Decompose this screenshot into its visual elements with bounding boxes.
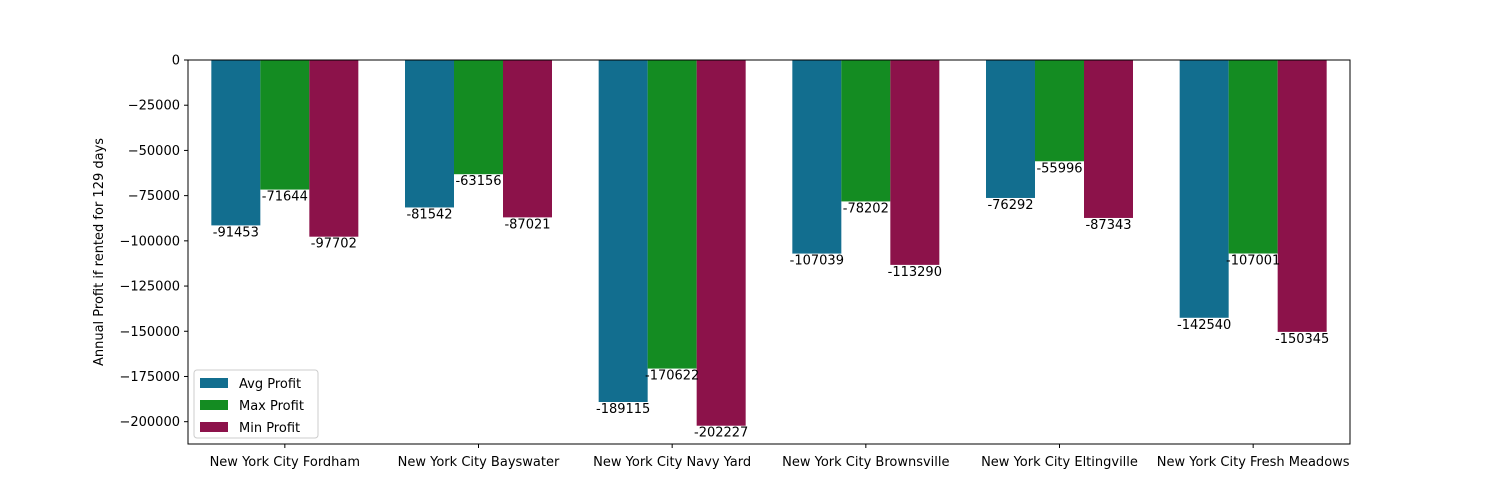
y-tick-label: 0: [172, 54, 180, 69]
bar: [309, 60, 359, 237]
legend-swatch: [200, 400, 228, 410]
data-label: -107001: [1226, 254, 1280, 269]
bar: [1228, 60, 1278, 254]
y-tick-label: −25000: [128, 99, 180, 114]
data-label: -87343: [1085, 218, 1131, 233]
data-label: -87021: [504, 217, 550, 232]
legend-label: Avg Profit: [239, 377, 301, 392]
data-label: -55996: [1036, 161, 1082, 176]
axes-frame: [187, 59, 1351, 445]
bar: [260, 60, 310, 190]
data-label: -81542: [406, 207, 452, 222]
data-label: -107039: [790, 254, 844, 269]
data-label: -113290: [888, 265, 942, 280]
x-tick-label: New York City Eltingville: [981, 455, 1138, 470]
data-label: -63156: [455, 174, 501, 189]
x-tick-label: New York City Fresh Meadows: [1157, 455, 1350, 470]
y-tick-label: −75000: [128, 189, 180, 204]
bar: [841, 60, 891, 202]
x-tick-label: New York City Navy Yard: [593, 455, 751, 470]
data-label: -202227: [694, 426, 748, 441]
x-tick-label: New York City Brownsville: [782, 455, 949, 470]
data-label: -76292: [987, 198, 1033, 213]
x-axis: New York City Fordham New York City Baysw…: [210, 444, 1350, 470]
legend-label: Min Profit: [239, 421, 300, 436]
y-tick-label: −150000: [119, 325, 180, 340]
legend-swatch: [200, 378, 228, 388]
data-label: -71644: [262, 190, 308, 205]
data-label: -91453: [213, 225, 259, 240]
bar: [1084, 60, 1133, 218]
data-label: -150345: [1275, 332, 1329, 347]
bar: [454, 60, 503, 175]
legend: Avg Profit Max Profit Min Profit: [193, 369, 319, 439]
y-tick-label: −100000: [119, 234, 180, 249]
y-tick-label: −175000: [119, 370, 180, 385]
bar: [647, 60, 697, 369]
data-label: -97702: [311, 237, 357, 252]
x-tick-label: New York City Bayswater: [398, 455, 560, 470]
bar: [696, 60, 746, 426]
bar: [890, 60, 940, 265]
legend-label: Max Profit: [239, 399, 304, 414]
y-axis-title: Annual Profit if rented for 129 days: [92, 138, 107, 366]
bar: [211, 60, 261, 226]
y-tick-label: −200000: [119, 415, 180, 430]
data-label: -170622: [645, 369, 699, 384]
bars-layer: [211, 60, 1327, 426]
bar: [1277, 60, 1327, 332]
legend-swatch: [200, 422, 228, 432]
bar: [1035, 60, 1084, 162]
bar: [503, 60, 552, 218]
y-tick-label: −125000: [119, 280, 180, 295]
bar: [1179, 60, 1229, 318]
data-label: -189115: [596, 402, 650, 417]
data-label: -78202: [843, 201, 889, 216]
y-tick-label: −50000: [128, 144, 180, 159]
bar: [405, 60, 454, 208]
bar: [598, 60, 648, 403]
data-labels-layer: -91453 -71644 -97702 -81542 -63156 -87021 -189…: [213, 161, 1330, 440]
bar: [986, 60, 1035, 198]
y-axis: 0 −25000 −50000 −75000 −100000 −125000 −150000…: [119, 54, 188, 430]
data-label: -142540: [1177, 318, 1231, 333]
x-tick-label: New York City Fordham: [210, 455, 360, 470]
bar: [792, 60, 842, 254]
